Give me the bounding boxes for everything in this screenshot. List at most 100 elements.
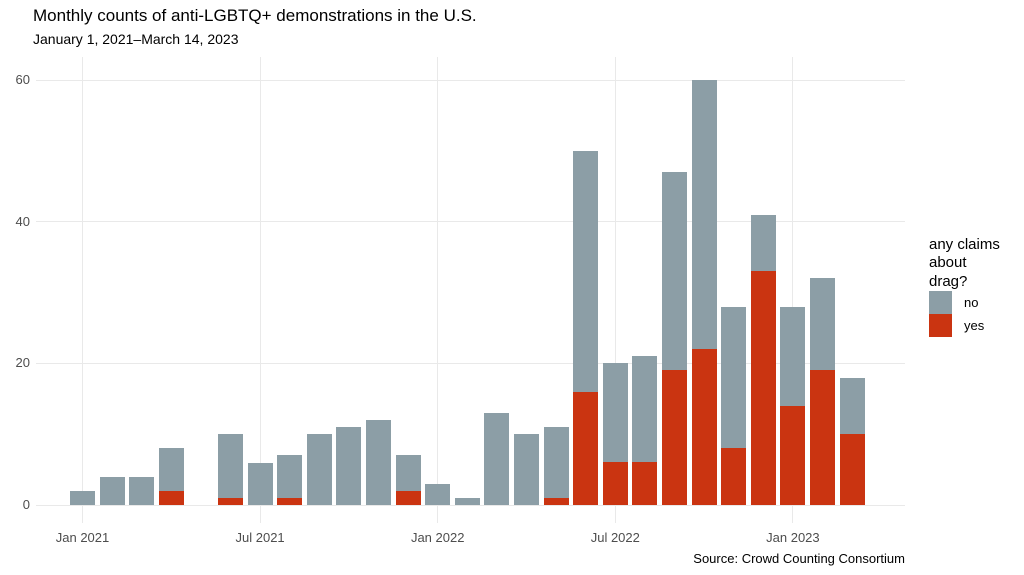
bar-segment-yes [750, 271, 776, 505]
gridline-y [36, 79, 905, 81]
bar-segment-no [514, 434, 539, 505]
bar-segment-no [336, 427, 362, 505]
chart-subtitle: January 1, 2021–March 14, 2023 [33, 31, 239, 47]
bar-segment-yes [662, 370, 687, 505]
bar [247, 462, 273, 505]
y-tick-label: 0 [22, 497, 30, 512]
bar-segment-yes [691, 349, 717, 505]
bar [721, 306, 747, 505]
bar [543, 427, 569, 505]
legend-title: any claims about drag? [929, 236, 1000, 291]
legend-swatch-no [929, 290, 952, 314]
bar-segment-no [454, 497, 480, 505]
bar-segment-no [632, 356, 658, 463]
bar [454, 497, 480, 505]
gridline-x [259, 57, 261, 523]
legend-title-line: any claims [929, 236, 1000, 253]
legend: any claims about drag? no yes [929, 236, 1000, 337]
bar-segment-no [839, 377, 865, 435]
gridline-x [792, 57, 794, 523]
bar-segment-yes [780, 405, 806, 505]
legend-label-yes: yes [964, 317, 985, 333]
bar-segment-yes [218, 497, 243, 505]
bar [632, 356, 658, 505]
gridline-x [614, 57, 616, 523]
bar [750, 214, 776, 505]
x-tick-label: Jul 2021 [235, 530, 285, 545]
bar [425, 483, 451, 505]
legend-item-no: no [929, 290, 1000, 314]
bar-segment-no [484, 412, 510, 505]
bar-segment-no [662, 172, 687, 371]
bar-segment-yes [543, 497, 569, 505]
bar [99, 476, 125, 505]
source-caption: Source: Crowd Counting Consortium [693, 551, 905, 566]
legend-title-line: about [929, 254, 967, 272]
bar-segment-no [129, 476, 155, 505]
bar-segment-yes [632, 462, 658, 505]
bar-segment-no [218, 434, 243, 498]
bar [336, 427, 362, 505]
bar [839, 377, 865, 505]
chart-title: Monthly counts of anti-LGBTQ+ demonstrat… [33, 6, 477, 25]
bar-segment-yes [602, 462, 628, 505]
bar [602, 363, 628, 505]
bar-segment-yes [721, 448, 747, 505]
bar [277, 455, 303, 505]
bar [810, 278, 835, 505]
bar [395, 455, 421, 505]
legend-title-line: drag? [929, 272, 968, 290]
bar-segment-no [750, 214, 776, 272]
y-tick-label: 60 [15, 72, 30, 88]
bar-segment-no [543, 427, 569, 498]
bar-segment-yes [839, 434, 865, 505]
gridline-x [82, 57, 83, 523]
bar [573, 150, 599, 505]
bar-segment-no [99, 476, 125, 505]
bar [158, 448, 184, 505]
y-tick-label: 40 [15, 213, 30, 229]
legend-label-no: no [964, 294, 979, 310]
bar-segment-no [780, 306, 806, 406]
bar [780, 306, 806, 505]
bar-segment-no [277, 455, 303, 498]
gridline-x [437, 57, 439, 523]
bar-segment-no [573, 150, 599, 392]
bar-segment-no [425, 483, 451, 505]
bar-segment-no [810, 278, 835, 371]
x-tick-label: Jan 2023 [766, 530, 820, 545]
bar-segment-no [366, 420, 391, 505]
bar-segment-yes [158, 490, 184, 505]
gridline-y [36, 504, 905, 506]
bar-segment-no [395, 455, 421, 491]
bar-segment-yes [573, 391, 599, 505]
bar [484, 412, 510, 505]
gridline-y [36, 221, 905, 223]
gridline-y [36, 362, 905, 364]
bar-segment-no [602, 363, 628, 463]
legend-item-yes: yes [929, 313, 1000, 337]
bar [70, 490, 95, 505]
x-tick-label: Jan 2021 [55, 530, 110, 545]
bar-segment-yes [395, 490, 421, 505]
bar-segment-no [721, 306, 747, 449]
bar-segment-no [158, 448, 184, 491]
bar-segment-no [306, 434, 332, 505]
bar [306, 434, 332, 505]
bar [662, 172, 687, 505]
legend-swatch-yes [929, 313, 952, 337]
bar [129, 476, 155, 505]
bar-segment-no [691, 80, 717, 350]
bar-segment-no [247, 462, 273, 505]
x-tick-label: Jul 2022 [590, 530, 640, 545]
bar-segment-no [70, 490, 95, 505]
x-tick-label: Jan 2022 [410, 530, 465, 545]
bar [691, 80, 717, 505]
bar-segment-yes [277, 497, 303, 505]
y-tick-label: 20 [15, 355, 30, 371]
bar-segment-yes [810, 370, 835, 505]
bar [366, 420, 391, 505]
bar [514, 434, 539, 505]
